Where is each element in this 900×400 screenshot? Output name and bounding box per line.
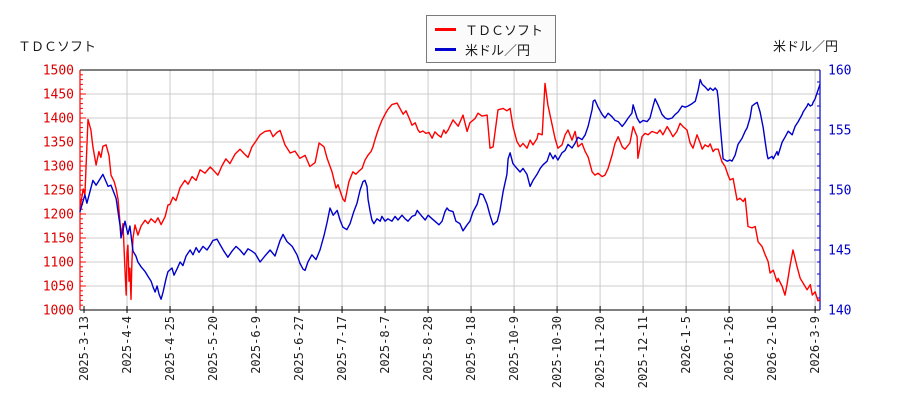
left-axis-tick-label: 1450 [43, 88, 74, 103]
right-axis-tick-label: 160 [828, 64, 851, 79]
legend-item-usd-jpy: 米ドル／円 [435, 40, 543, 58]
legend-item-tdc-soft: ＴＤＣソフト [435, 20, 543, 38]
x-axis-date-label: 2026-2-16 [765, 316, 779, 381]
x-axis-date-label: 2026-1-26 [722, 316, 736, 381]
left-axis-tick-label: 1500 [43, 64, 74, 79]
series-line-tdc-soft [79, 82, 821, 302]
left-axis-tick-label: 1150 [43, 232, 74, 247]
x-axis-date-label: 2025-3-13 [77, 316, 91, 381]
left-axis-tick-label: 1250 [43, 184, 74, 199]
right-axis-tick-label: 145 [828, 244, 851, 259]
x-axis-date-label: 2025-8-28 [421, 316, 435, 381]
right-axis-tick-label: 150 [828, 184, 851, 199]
x-axis-date-label: 2025-4-4 [120, 316, 134, 374]
x-axis-date-label: 2025-10-9 [507, 316, 521, 381]
x-axis-date-label: 2025-4-25 [163, 316, 177, 381]
axis-ticks [80, 69, 820, 313]
blue-line-swatch-icon [435, 47, 456, 51]
series-line-usd-jpy [79, 78, 821, 300]
right-axis-tick-label: 155 [828, 124, 851, 139]
left-axis-tick-label: 1050 [43, 280, 74, 295]
x-axis-date-label: 2025-12-11 [636, 316, 650, 388]
x-axis-date-label: 2025-9-18 [464, 316, 478, 381]
right-axis-tick-label: 140 [828, 304, 851, 319]
axis-labels: 1000 1050 1100 1150 1200 1250 1300 1350 1400 1450… [43, 64, 852, 389]
right-axis-title: 米ドル／円 [772, 39, 838, 54]
left-axis-title: ＴＤＣソフト [18, 39, 97, 54]
left-axis-tick-label: 1400 [43, 112, 74, 127]
series-lines [79, 78, 821, 302]
x-axis-date-label: 2025-10-30 [550, 316, 564, 388]
left-axis-tick-label: 1000 [43, 304, 74, 319]
red-line-swatch-icon [435, 27, 456, 31]
left-axis-tick-label: 1200 [43, 208, 74, 223]
x-axis-date-label: 2025-8-7 [378, 316, 392, 374]
left-axis-tick-label: 1350 [43, 136, 74, 151]
left-axis-tick-label: 1300 [43, 160, 74, 175]
left-axis-tick-label: 1100 [43, 256, 74, 271]
gridlines [80, 70, 820, 310]
legend-label: 米ドル／円 [465, 42, 531, 58]
x-axis-date-label: 2025-6-27 [292, 316, 306, 381]
plot-frame [79, 69, 821, 311]
x-axis-date-label: 2025-11-20 [593, 316, 607, 388]
x-axis-date-label: 2025-6-9 [249, 316, 263, 374]
x-axis-date-label: 2025-7-17 [335, 316, 349, 381]
legend-label: ＴＤＣソフト [465, 22, 544, 38]
x-axis-date-label: 2026-1-5 [679, 316, 693, 374]
x-axis-date-label: 2025-5-20 [206, 316, 220, 381]
chart-legend: ＴＤＣソフト 米ドル／円 [426, 15, 557, 63]
x-axis-date-label: 2026-3-9 [808, 316, 822, 374]
